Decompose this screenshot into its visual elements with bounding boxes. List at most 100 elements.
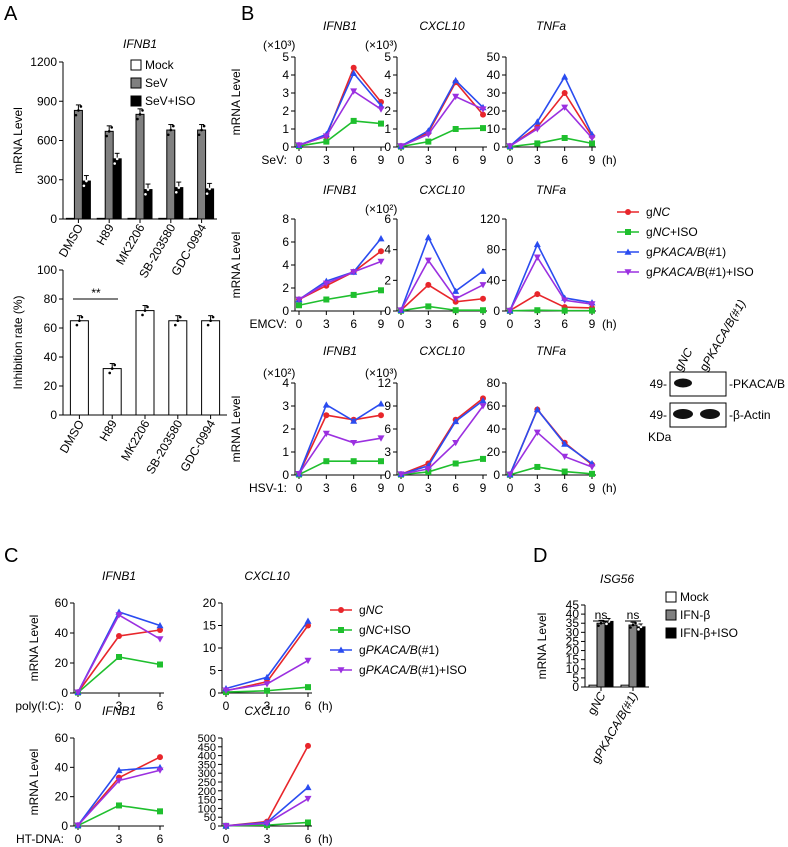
B_HSV_TNFa-ytick-label-0: 0 [493,468,500,482]
A_top-dot-3-1-0 [167,133,170,137]
B_HSV_CXCL10-ytick-label-1: 3 [384,445,391,459]
D-dot-0-1-1 [599,621,603,625]
B_SeV_TNFa-point-2-2 [561,73,569,80]
C_HT_IFNB1-xtick-label-0: 0 [75,832,82,846]
A_top-bar-3-0 [158,217,168,220]
B_HSV_CXCL10-point-3-1 [424,466,432,473]
A_top-dot-2-2-2 [149,184,152,187]
B_HSV_IFNB1-series-line-3 [298,432,382,475]
B_EMCV_TNFa-xtick-label-2: 6 [561,317,568,331]
C_poly_IFNB1-point-1-1 [116,654,122,660]
C_poly_CXCL10-ytick-label-0: 0 [209,686,216,700]
B_EMCV_IFNB1-point-0-3 [378,248,384,255]
C-legend-label-3-part-0: g [359,663,366,677]
C_poly_IFNB1-ylabel: mRNA Level [27,615,41,682]
B_EMCV_TNFa-point-3-0 [506,307,514,315]
B_SeV_CXCL10-multiplier: (×10³) [365,38,397,52]
B_HSV_IFNB1-point-3-1 [322,430,330,438]
B_SeV_TNFa-point-3-1 [533,126,541,133]
B_SeV_IFNB1-xtick-label-0: 0 [296,153,303,167]
western-blot-band-pkaca [674,378,692,388]
B_HSV_IFNB1-point-0-3 [378,412,384,419]
B_HSV_TNFa-ytick-label-1: 20 [487,445,501,459]
A_top-legend-swatch-2 [130,95,142,107]
B_EMCV_IFNB1-point-1-2 [350,291,357,298]
B_EMCV_IFNB1-title: IFNB1 [323,183,357,197]
C_HT_IFNB1-point-1-1 [116,802,122,809]
C-legend-label-2: gPKACA/B(#1) [359,643,439,657]
B_SeV_TNFa-series-line-1 [509,137,593,148]
B_SeV_CXCL10-series-line-2 [400,79,484,147]
D-dot-1-2-2 [642,623,645,627]
B_SeV_CXCL10-ytick-label-2: 2 [384,104,391,118]
B_EMCV_CXCL10-xtick-label-3: 9 [480,317,487,331]
A_top-dot-4-1-2 [202,124,206,128]
D-dot-1-2-1 [639,625,643,629]
A_top-legend-swatch-1 [130,77,142,89]
C_poly_CXCL10-point-3-2 [304,657,312,665]
B_SeV_IFNB1-ylabel: mRNA Level [229,69,243,136]
B_SeV_IFNB1-point-1-1 [323,138,330,145]
B_HSV_CXCL10-point-1-2 [452,460,459,467]
B_EMCV_TNFa-xtick-label-3: 9 [589,317,596,331]
B_HSV_IFNB1-ytick-label-2: 2 [282,422,289,436]
A_bottom-dot-1-0-2 [113,363,116,367]
D-legend-swatch-0 [665,591,677,603]
B_HSV_IFNB1-series-line-2 [298,403,382,475]
B_HSV_IFNB1-series-line-0 [298,414,382,475]
B_SeV_TNFa-xtick-label-2: 6 [561,153,568,167]
B_HSV_CXCL10-multiplier: (×10³) [365,366,397,380]
A_bottom-dot-2-0-2 [146,305,149,309]
C_HT_IFNB1-point-1-2 [157,808,163,815]
A_bottom-bar-2-0 [135,310,155,416]
B_HSV_TNFa-xtick-label-0: 0 [507,481,514,495]
B-legend-label-2-part-1: PKACA/B [653,245,705,259]
B_EMCV_CXCL10-ytick-label-0: 0 [384,304,391,318]
western-blot-lane-label-1-part-1: PKACA/B(#1) [700,297,749,368]
A_top-bar-1-1 [104,130,114,220]
B_SeV_IFNB1-point-3-0 [295,142,303,149]
A_top-dot-1-1-1 [107,130,111,133]
A_top-dot-2-1-1 [138,113,142,116]
B_EMCV_IFNB1-stimulus-label: EMCV: [249,317,287,331]
A_bottom-ytick-label-2: 40 [44,350,58,364]
C_poly_CXCL10-point-2-2 [304,617,312,624]
C_HT_CXCL10-ytick-label-1: 50 [204,812,216,824]
B_EMCV_TNFa-series-line-2 [509,242,593,311]
B_HSV_TNFa-title: TNFa [536,344,566,358]
B_HSV_TNFa-series-line-3 [509,431,593,475]
B_HSV_IFNB1-ytick-label-0: 0 [282,468,289,482]
B_SeV_TNFa-point-3-0 [506,143,514,150]
B_EMCV_IFNB1-xtick-label-0: 0 [296,317,303,331]
B_SeV_TNFa-point-2-1 [533,118,541,125]
C_HT_CXCL10-ytick-label-6: 300 [198,768,216,780]
D-xtick-label-0: gNC [584,689,608,717]
B_SeV_IFNB1-series-line-1 [298,120,382,147]
B_EMCV_TNFa-point-1-2 [561,307,568,314]
B_SeV_CXCL10-point-1-1 [425,138,432,145]
C_poly_IFNB1-point-0-1 [116,633,122,639]
B_SeV_TNFa-point-1-2 [561,135,568,141]
D-legend-label-1: IFN-β [680,608,710,622]
C_HT_IFNB1-point-3-2 [156,767,164,774]
B-legend-label-3-part-1: PKACA/B [653,265,705,279]
B-legend-label-2-part-2: (#1) [705,245,726,259]
B_HSV_CXCL10-ytick-label-2: 6 [384,422,391,436]
A_bottom-ytick-label-3: 60 [44,321,58,335]
B_SeV_IFNB1-title: IFNB1 [323,19,357,33]
B_SeV_CXCL10-point-1-3 [480,125,486,132]
panel-label-c: C [4,545,18,567]
C-legend-label-0-part-0: g [359,603,366,617]
western-blot-lane-label-1: gPKACA/B(#1) [696,297,748,373]
C_HT_IFNB1-title: IFNB1 [102,704,136,718]
A_top-dot-4-1-1 [200,128,203,132]
B_EMCV_IFNB1-series-line-3 [298,260,382,301]
C-legend-marker-0 [338,607,344,613]
B-legend-label-2-part-0: g [646,245,653,259]
C_poly_IFNB1-series-line-2 [77,611,161,693]
A_top-bar-0-0 [65,217,75,220]
western-blot-unit: KDa [648,430,672,444]
D-ytick-label-1: 5 [572,671,579,685]
A_bottom-bar-0-0 [69,320,89,416]
